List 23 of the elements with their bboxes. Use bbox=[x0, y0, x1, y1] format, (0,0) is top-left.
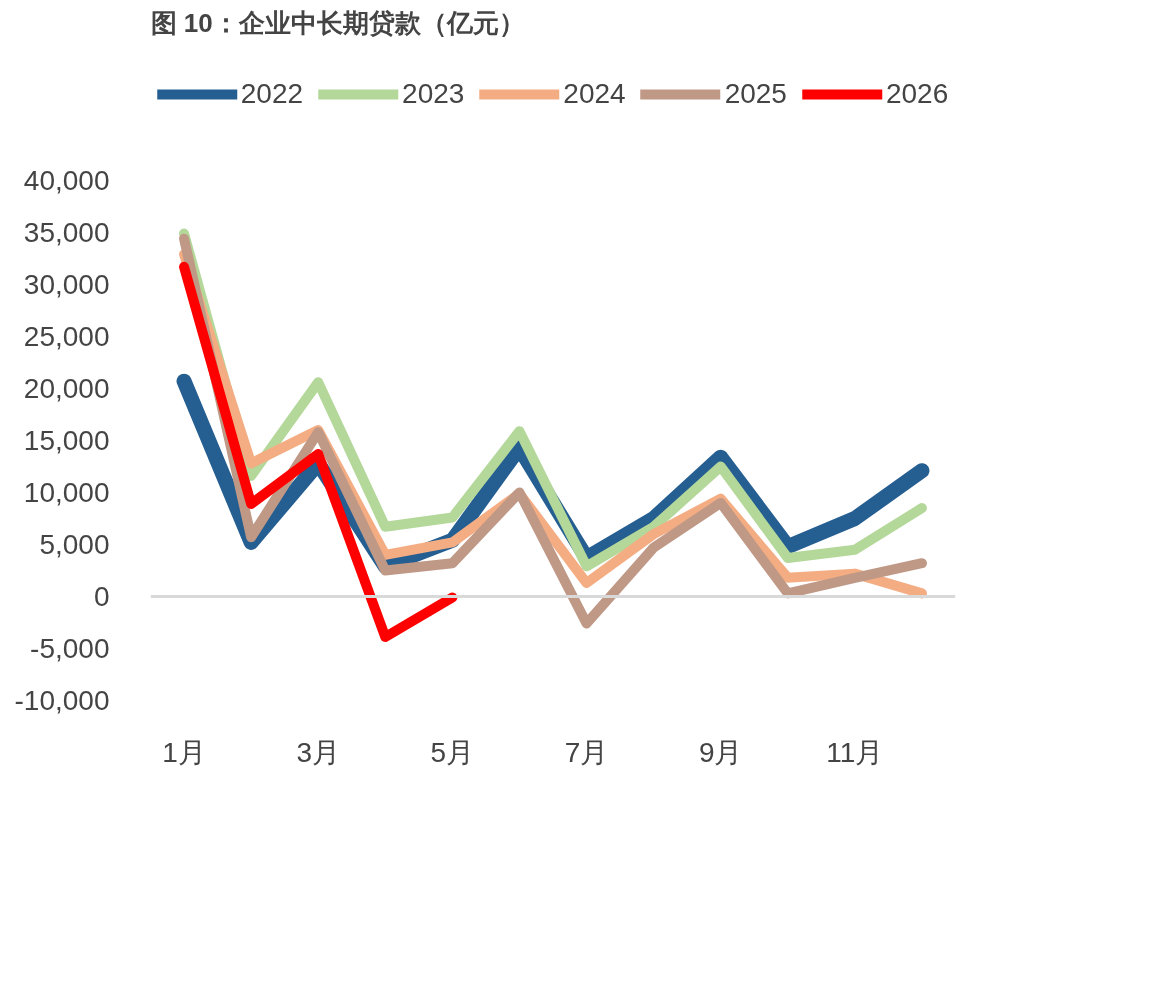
y-tick-label: 0 bbox=[93, 581, 110, 612]
y-tick-label: 40,000 bbox=[23, 165, 110, 196]
y-tick-label: 30,000 bbox=[23, 269, 110, 300]
legend-label: 2023 bbox=[402, 77, 465, 110]
y-tick-label: 20,000 bbox=[23, 373, 110, 404]
x-tick-label: 9月 bbox=[698, 736, 743, 768]
legend-label: 2026 bbox=[885, 77, 949, 110]
x-tick-label: 1月 bbox=[162, 736, 206, 768]
x-tick-label: 7月 bbox=[564, 736, 609, 768]
y-tick-label: 15,000 bbox=[23, 425, 110, 456]
x-tick-label: 11月 bbox=[826, 736, 884, 768]
y-tick-label: -5,000 bbox=[30, 633, 110, 664]
y-tick-label: -10,000 bbox=[14, 685, 110, 716]
y-tick-label: 10,000 bbox=[23, 477, 110, 508]
y-tick-label: 25,000 bbox=[23, 321, 110, 352]
chart-title: 图 10：企业中长期贷款（亿元） bbox=[150, 7, 525, 38]
x-tick-label: 5月 bbox=[430, 736, 475, 768]
legend-label: 2022 bbox=[240, 77, 304, 110]
x-tick-label: 3月 bbox=[296, 736, 340, 768]
y-tick-label: 5,000 bbox=[39, 529, 110, 560]
legend-label: 2025 bbox=[724, 77, 787, 110]
y-tick-label: 35,000 bbox=[23, 217, 110, 248]
legend-label: 2024 bbox=[563, 77, 626, 110]
